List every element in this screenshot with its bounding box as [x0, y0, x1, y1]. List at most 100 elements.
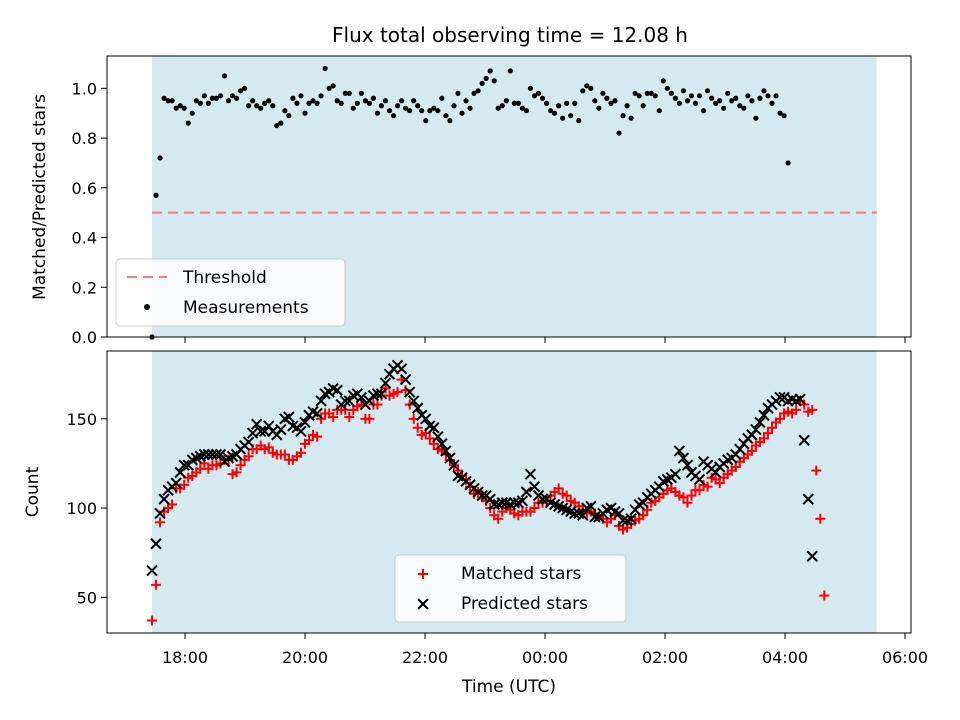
predicted-star-point — [585, 500, 597, 512]
matched-star-point — [702, 481, 713, 492]
predicted-star-point — [150, 538, 162, 550]
measurement-point — [390, 113, 397, 119]
bottom-xlabel: Time (UTC) — [461, 677, 556, 697]
measurement-point — [205, 100, 211, 106]
measurement-point — [229, 93, 236, 99]
matched-star-point — [231, 467, 242, 478]
measurement-point — [326, 85, 332, 91]
predicted-star-point — [669, 468, 682, 480]
measurement-point — [604, 95, 610, 101]
measurement-point — [737, 103, 743, 109]
predicted-star-point — [331, 384, 343, 396]
measurement-point — [407, 108, 413, 114]
measurement-point — [612, 98, 618, 104]
matched-star-point — [147, 615, 157, 626]
top-legend-box — [115, 258, 346, 327]
measurement-point — [286, 113, 292, 119]
measurement-point — [640, 103, 646, 109]
measurement-point — [717, 98, 723, 104]
predicted-star-point — [339, 395, 351, 407]
matched-star-point — [682, 497, 693, 508]
measurement-point — [733, 95, 739, 101]
measurement-point — [294, 100, 300, 106]
measurement-point — [181, 105, 187, 111]
measurement-point — [777, 110, 783, 116]
measurement-point — [483, 75, 489, 81]
matched-star-point — [328, 412, 339, 423]
measurement-point — [419, 108, 425, 114]
measurement-point — [725, 90, 731, 96]
predicted-star-point — [311, 407, 323, 420]
matched-star-point — [561, 490, 572, 501]
measurement-point — [173, 105, 179, 111]
measurement-point — [443, 113, 449, 119]
measurement-point — [346, 90, 352, 96]
measurement-point — [709, 95, 715, 101]
measurement-point — [322, 65, 328, 72]
measurement-point — [535, 90, 542, 96]
measurement-point — [334, 98, 340, 104]
top-panel: 0.0 0.2 0.4 0.6 0.8 1.0 Matched/Predicted sta… — [30, 55, 912, 347]
bottom-xtick-label: 20:00 — [282, 648, 328, 667]
figure-title: Flux total observing time = 12.08 h — [332, 23, 688, 47]
matched-star-point — [235, 460, 246, 471]
predicted-star-point — [299, 416, 311, 429]
matched-star-point — [364, 413, 375, 424]
predicted-star-point — [774, 391, 786, 404]
predicted-star-point — [371, 388, 384, 400]
measurement-point — [366, 100, 373, 106]
top-ytick-label: 0.4 — [72, 229, 97, 248]
matched-star-point — [815, 513, 826, 524]
measurement-point — [721, 105, 727, 111]
measurement-point — [511, 100, 517, 106]
measurement-point — [185, 120, 191, 126]
measurement-point — [531, 93, 538, 99]
measurement-point — [459, 110, 465, 116]
measurement-point — [439, 95, 445, 101]
measurement-point — [266, 98, 272, 104]
measurement-point — [241, 85, 248, 91]
matched-star-point — [714, 478, 725, 489]
measurement-point — [527, 85, 534, 91]
measurement-point — [282, 108, 288, 114]
measurement-point — [250, 98, 256, 104]
measurement-point — [270, 103, 276, 109]
predicted-star-point — [214, 448, 227, 461]
predicted-star-point — [448, 459, 460, 471]
measurement-point — [568, 113, 574, 119]
measurement-point — [306, 100, 312, 106]
measurement-point — [310, 98, 316, 104]
predicted-star-point — [399, 373, 412, 386]
predicted-star-point — [254, 425, 267, 438]
measurement-point — [298, 93, 304, 99]
predicted-star-point — [375, 388, 388, 400]
measurement-point — [386, 108, 393, 114]
bottom-xtick-label: 22:00 — [402, 648, 448, 667]
measurement-point — [765, 93, 771, 99]
predicted-star-point — [295, 425, 307, 438]
bottom-xticks: 18:00 20:00 22:00 00:00 02:00 04:00 06:00 — [162, 633, 928, 667]
top-legend: Threshold Measurements — [115, 258, 346, 327]
predicted-star-point — [242, 436, 255, 448]
top-axes-frame — [106, 55, 912, 338]
measurement-point — [503, 98, 509, 104]
matched-star-point — [686, 490, 697, 501]
predicted-star-point — [524, 468, 537, 480]
measurement-point — [274, 123, 280, 129]
measurement-point — [676, 100, 683, 106]
measurement-point — [539, 95, 546, 101]
measurement-point — [394, 103, 401, 109]
measurement-point — [680, 88, 687, 94]
predicted-star-point — [681, 459, 694, 471]
predicted-star-point — [673, 445, 686, 457]
measurement-point — [157, 155, 163, 161]
predicted-star-point — [379, 377, 392, 389]
measurement-point — [696, 93, 703, 99]
bottom-ylabel: Count — [23, 466, 43, 517]
predicted-star-point — [412, 402, 424, 414]
predicted-star-point — [432, 430, 444, 443]
predicted-star-point — [154, 507, 166, 520]
top-ytick-label: 0.2 — [72, 278, 97, 297]
predicted-star-point — [146, 564, 158, 577]
